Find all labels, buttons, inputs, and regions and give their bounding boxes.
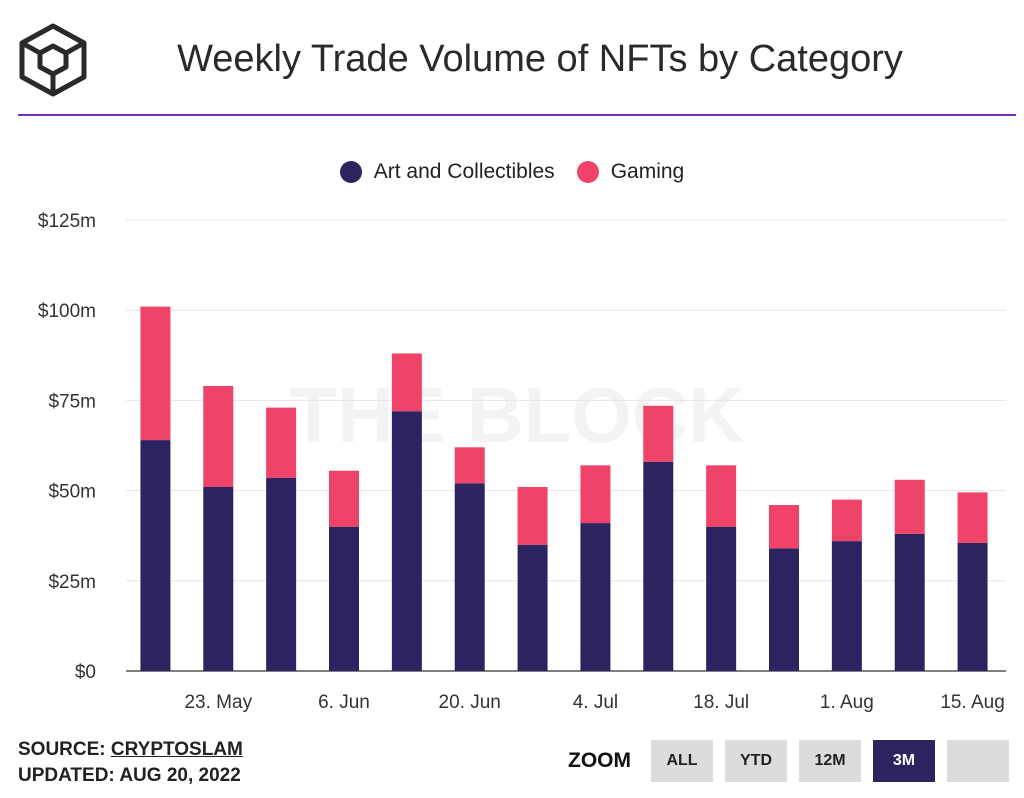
- bar-gaming-4: [391, 353, 422, 412]
- bar-gaming-2: [266, 407, 297, 478]
- zoom-ytd-button[interactable]: YTD: [725, 740, 787, 782]
- bar-art-0: [140, 440, 171, 671]
- source-info: SOURCE: CRYPTOSLAM UPDATED: AUG 20, 2022: [18, 737, 243, 789]
- bar-art-13: [957, 542, 988, 671]
- zoom-12m-button[interactable]: 12M: [799, 740, 861, 782]
- bar-art-2: [266, 477, 297, 671]
- bar-art-9: [706, 526, 737, 671]
- bar-gaming-7: [580, 465, 611, 524]
- y-tick-label: $75m: [48, 391, 96, 412]
- bar-gaming-6: [517, 486, 548, 545]
- legend-item-art[interactable]: Art and Collectibles: [339, 160, 555, 184]
- zoom-all-button[interactable]: ALL: [651, 740, 713, 782]
- zoom-controls: ZOOM ALL YTD 12M 3M: [568, 740, 1021, 782]
- bar-gaming-11: [831, 499, 862, 542]
- bar-gaming-12: [894, 479, 925, 534]
- x-tick-label: 4. Jul: [573, 692, 618, 713]
- x-tick-label: 23. May: [184, 692, 252, 713]
- bar-chart: THE BLOCK $0 $25m $50m $75m $100m $125m 23. May…: [38, 211, 1006, 713]
- legend-item-gaming[interactable]: Gaming: [576, 160, 685, 184]
- bar-art-3: [329, 526, 359, 671]
- bar-gaming-9: [706, 465, 737, 527]
- bar-art-4: [391, 411, 422, 671]
- x-tick-label: 15. Aug: [940, 692, 1004, 713]
- bar-art-10: [769, 548, 799, 671]
- watermark-text: THE BLOCK: [290, 371, 745, 459]
- header: Weekly Trade Volume of NFTs by Category: [0, 0, 1024, 116]
- header-divider: [18, 114, 1016, 116]
- legend-label-gaming: Gaming: [610, 160, 685, 183]
- bar-art-12: [894, 533, 925, 671]
- legend-label-art: Art and Collectibles: [373, 160, 555, 183]
- bar-gaming-1: [203, 385, 234, 487]
- source-label: SOURCE:: [18, 739, 106, 760]
- x-tick-label: 18. Jul: [693, 692, 749, 713]
- bar-art-8: [643, 461, 674, 671]
- y-tick-label: $25m: [48, 572, 96, 593]
- y-tick-label: $0: [75, 662, 96, 683]
- bar-art-11: [831, 541, 862, 671]
- updated-date: UPDATED: AUG 20, 2022: [18, 765, 241, 786]
- bar-gaming-10: [769, 505, 799, 549]
- legend: Art and Collectibles Gaming: [0, 155, 1024, 189]
- source-link[interactable]: CRYPTOSLAM: [110, 739, 243, 760]
- bar-art-7: [580, 523, 611, 671]
- x-tick-label: 20. Jun: [439, 692, 501, 713]
- y-tick-label: $50m: [48, 482, 96, 503]
- zoom-3m-button[interactable]: 3M: [873, 740, 935, 782]
- bar-gaming-13: [957, 492, 988, 543]
- chart-title: Weekly Trade Volume of NFTs by Category: [177, 38, 903, 80]
- bar-gaming-5: [454, 447, 485, 484]
- legend-swatch-gaming: [576, 161, 599, 183]
- bar-gaming-8: [643, 405, 674, 462]
- bar-art-5: [454, 483, 485, 671]
- y-tick-label: $100m: [38, 301, 96, 322]
- zoom-blank-button[interactable]: [947, 740, 1009, 782]
- zoom-label: ZOOM: [568, 749, 631, 772]
- x-tick-label: 6. Jun: [318, 692, 370, 713]
- legend-swatch-art: [339, 161, 362, 183]
- bar-art-6: [517, 544, 548, 671]
- bar-gaming-3: [329, 470, 359, 527]
- bar-gaming-0: [140, 306, 171, 441]
- bar-art-1: [203, 486, 234, 671]
- y-tick-label: $125m: [38, 211, 96, 232]
- the-block-logo-icon: [19, 23, 87, 97]
- x-tick-label: 1. Aug: [820, 692, 874, 713]
